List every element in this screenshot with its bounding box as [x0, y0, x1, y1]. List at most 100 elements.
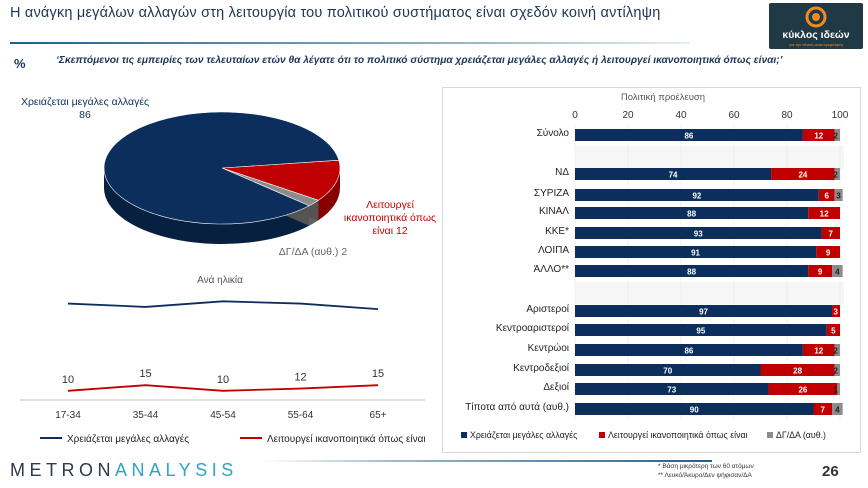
bar-value-label: 26 — [798, 386, 807, 395]
bar-segment — [575, 189, 819, 201]
bar-segment — [808, 207, 840, 219]
bar-value-label: 93 — [694, 230, 703, 239]
bar-segment — [837, 383, 840, 395]
age-data-label: 10 — [217, 374, 229, 386]
footnote-other: ** Λευκό/Άκυρο/Δεν ψήφισαν/ΔΑ — [658, 472, 752, 479]
bar-value-label: 4 — [835, 406, 840, 415]
x-tick-label: 40 — [675, 110, 687, 121]
bar-value-label: 12 — [814, 132, 823, 141]
bar-value-label: 70 — [663, 367, 672, 376]
bar-category-label: ΚΙΝΑΛ — [538, 206, 569, 217]
bar-value-label: 7 — [828, 230, 833, 239]
bar-segment — [832, 403, 843, 415]
bar-category-label: Τίποτα από αυτά (αυθ.) — [465, 402, 569, 413]
pie-slice-side — [104, 168, 310, 244]
bar-segment — [575, 364, 761, 376]
bar-category-label: ΆΛΛΟ** — [533, 264, 569, 275]
bar-value-label: 90 — [690, 406, 699, 415]
x-tick-label: 0 — [572, 110, 578, 121]
pie-slice-1 — [221, 159, 341, 201]
age-series-line-1 — [67, 384, 379, 392]
political-chart-title: Πολιτική προέλευση — [620, 92, 706, 103]
bar-segment — [832, 305, 840, 317]
bar-value-label: 95 — [696, 327, 705, 336]
bar-legend-swatch — [599, 432, 605, 438]
bar-value-label: 92 — [692, 192, 701, 201]
age-tick-label: 35-44 — [133, 410, 159, 421]
age-legend-label: Χρειάζεται μεγάλες αλλαγές — [67, 433, 189, 445]
bar-segment — [834, 344, 840, 356]
page-number: 26 — [822, 463, 839, 480]
age-line-chart: 8784898782101510121517-3435-4445-5455-64… — [20, 290, 425, 445]
age-tick-label: 17-34 — [55, 410, 81, 421]
bar-segment — [575, 129, 803, 141]
age-legend-label: Λειτουργεί ικανοποιητικά όπως είναι — [267, 433, 425, 445]
bar-value-label: 2 — [834, 367, 839, 376]
bar-segment — [834, 168, 840, 180]
footnotes: * Βάση μικρότερη των 60 ατόμων ** Λευκό/… — [658, 462, 754, 480]
x-tick-label: 20 — [622, 110, 634, 121]
bar-segment — [818, 189, 835, 201]
bar-value-label: 88 — [687, 268, 696, 277]
bar-category-label: Κεντρώοι — [527, 343, 569, 354]
pie-chart — [103, 111, 341, 244]
bar-segment — [768, 383, 838, 395]
bar-legend-label: Λειτουργεί ικανοποιητικά όπως είναι — [608, 430, 748, 440]
age-data-label: 15 — [372, 368, 384, 380]
bar-value-label: 86 — [684, 347, 693, 356]
bar-segment — [575, 227, 822, 239]
bar-value-label: 1 — [834, 386, 839, 395]
bar-category-label: ΝΔ — [555, 167, 569, 178]
bar-segment — [771, 168, 835, 180]
bar-value-label: 28 — [793, 367, 802, 376]
bar-legend-swatch — [461, 432, 467, 438]
bar-legend-label: Χρειάζεται μεγάλες αλλαγές — [470, 430, 577, 440]
bar-segment — [575, 207, 809, 219]
footer-divider — [262, 460, 712, 462]
bar-category-label: Κεντροδεξιοί — [513, 363, 569, 374]
bar-value-label: 12 — [820, 210, 829, 219]
bar-legend-label: ΔΓ/ΔΑ (αυθ.) — [776, 430, 826, 440]
question-text: ‘Σκεπτόμενοι τις εμπειρίες των τελευταίω… — [56, 55, 783, 66]
pie-label-major-changes: Χρειάζεται μεγάλες αλλαγές 86 — [20, 96, 150, 121]
logo-circle-icon — [805, 6, 827, 28]
bar-segment — [575, 265, 809, 277]
bar-segment — [821, 227, 840, 239]
footnote-small-base: * Βάση μικρότερη των 60 ατόμων — [658, 463, 754, 470]
age-tick-label: 65+ — [370, 410, 387, 421]
bar-value-label: 9 — [826, 249, 831, 258]
logo-tagline: για την εθνική ανασυγκρότηση — [789, 42, 843, 47]
bar-category-label: ΣΥΡΙΖΑ — [533, 188, 569, 199]
political-origin-chart: Πολιτική προέλευση 0 20 40 60 80 100 86 12 2 74 2… — [442, 87, 861, 453]
bar-value-label: 97 — [699, 308, 708, 317]
bar-segment — [802, 344, 835, 356]
bar-category-label: ΚΚΕ* — [545, 226, 569, 237]
bar-segment — [802, 129, 835, 141]
bar-segment — [575, 403, 814, 415]
bar-value-label: 86 — [684, 132, 693, 141]
bar-segment — [832, 265, 843, 277]
brand-part1: METRON — [10, 460, 115, 480]
bar-category-label: Σύνολο — [536, 128, 569, 139]
age-tick-label: 55-64 — [288, 410, 314, 421]
pie-slice-0 — [103, 111, 340, 225]
bar-category-label: ΛΟΙΠΑ — [538, 245, 569, 256]
bar-segment — [760, 364, 835, 376]
percent-symbol: % — [14, 56, 26, 71]
bar-value-label: 91 — [691, 249, 700, 258]
bar-category-label: Κεντροαριστεροί — [495, 323, 569, 334]
group-separator — [575, 146, 844, 170]
brand-part2: ANALYSIS — [115, 460, 238, 480]
age-chart-title: Ανά ηλικία — [197, 275, 243, 286]
bar-value-label: 2 — [834, 171, 839, 180]
age-series-line-0 — [67, 300, 379, 311]
bar-value-label: 12 — [814, 347, 823, 356]
bar-segment — [816, 246, 840, 258]
x-tick-label: 60 — [728, 110, 740, 121]
bar-value-label: 74 — [669, 171, 678, 180]
bar-value-label: 7 — [821, 406, 826, 415]
bar-segment — [575, 344, 803, 356]
bar-segment — [834, 129, 840, 141]
kyklos-ideon-logo: κύκλος ιδεών για την εθνική ανασυγκρότησ… — [769, 3, 863, 49]
